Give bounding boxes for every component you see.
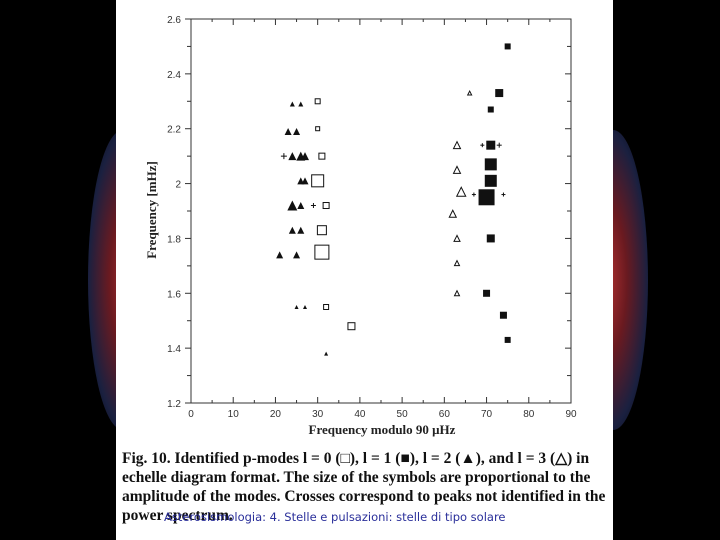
mode-l2-marker — [284, 127, 292, 135]
mode-l2-marker — [288, 152, 297, 161]
mode-l1-marker — [478, 189, 495, 206]
x-tick-label: 20 — [270, 409, 282, 420]
mode-l1-marker — [504, 43, 511, 50]
y-tick-label: 1.4 — [167, 344, 181, 355]
x-tick-label: 90 — [565, 409, 577, 420]
x-tick-label: 0 — [188, 409, 194, 420]
y-tick-label: 1.6 — [167, 289, 181, 300]
echelle-diagram: 0 10 20 30 40 50 60 70 80 90 2.6 2.4 2.2 2 1.8 1.6 1.4 1.… — [144, 15, 577, 437]
y-tick-label: 1.2 — [167, 399, 181, 410]
mode-l0-marker — [314, 244, 330, 260]
figure-caption: Fig. 10. Identified p-modes l = 0 (□), l… — [122, 449, 612, 525]
slide-footer: Asterosismologia: 4. Stelle e pulsazioni… — [164, 510, 506, 524]
mode-l3-marker — [452, 165, 462, 174]
mode-l1-marker — [487, 106, 494, 113]
mode-l2-marker — [293, 251, 301, 259]
mode-l2-marker — [298, 101, 304, 107]
y-tick-label: 2.4 — [167, 70, 181, 81]
mode-l3-marker — [452, 140, 462, 150]
y-tick-label: 2 — [175, 180, 181, 191]
x-tick-label: 60 — [439, 409, 451, 420]
mode-l2-marker — [289, 101, 295, 107]
mode-l2-marker — [293, 127, 301, 135]
plot-axes: 0 10 20 30 40 50 60 70 80 90 2.6 2.4 2.2 2 1.8 1.6 1.4 1.… — [167, 15, 577, 420]
mode-l1-marker — [486, 140, 496, 150]
y-tick-label: 2.6 — [167, 15, 181, 26]
mode-l2-marker — [324, 351, 329, 356]
mode-l2-marker — [297, 202, 305, 210]
mode-l1-marker — [484, 174, 497, 187]
mode-l3-marker — [453, 234, 461, 242]
mode-l2-marker — [301, 152, 309, 161]
mode-l1-marker — [499, 311, 507, 319]
mode-l0-marker — [323, 304, 330, 310]
mode-l0-marker — [347, 322, 356, 331]
mode-l2-marker — [276, 251, 284, 259]
mode-l1-marker — [495, 89, 504, 98]
y-tick-label: 2.2 — [167, 125, 181, 136]
mode-l3-marker — [453, 259, 461, 267]
mode-l1-marker — [504, 336, 511, 343]
x-tick-label: 30 — [312, 409, 324, 420]
x-axis-label: Frequency modulo 90 μHz — [309, 422, 456, 437]
y-tick-label: 1.8 — [167, 234, 181, 245]
mode-l2-marker — [297, 226, 305, 234]
mode-l0-marker — [311, 174, 325, 188]
mode-l0-marker — [318, 152, 326, 160]
mode-l3-marker — [455, 186, 467, 197]
mode-l3-marker — [448, 209, 458, 218]
figure-number: Fig. 10. — [122, 450, 171, 467]
mode-l2-marker — [288, 226, 296, 234]
plot-marks — [276, 43, 511, 356]
figure-panel — [116, 0, 613, 540]
x-tick-label: 80 — [523, 409, 535, 420]
y-axis-label: Frequency [mHz] — [144, 161, 159, 259]
mode-l2-marker — [294, 305, 299, 309]
mode-l3-marker — [453, 289, 461, 297]
mode-l0-marker — [316, 225, 327, 236]
mode-l0-marker — [315, 126, 321, 132]
mode-l2-marker — [287, 200, 298, 211]
mode-l1-marker — [484, 158, 497, 171]
mode-l2-marker — [301, 177, 309, 185]
mode-l1-marker — [486, 234, 495, 243]
mode-l1-marker — [483, 289, 491, 297]
x-tick-label: 10 — [228, 409, 240, 420]
caption-text: Identified p-modes l = 0 (□), l = 1 (■),… — [122, 450, 606, 524]
x-tick-label: 70 — [481, 409, 493, 420]
mode-l0-marker — [322, 202, 330, 210]
mode-l0-marker — [314, 98, 321, 105]
x-tick-label: 40 — [354, 409, 366, 420]
x-tick-label: 50 — [397, 409, 409, 420]
mode-l2-marker — [303, 305, 307, 309]
plot-frame — [190, 18, 572, 404]
mode-l3-marker — [466, 89, 473, 96]
